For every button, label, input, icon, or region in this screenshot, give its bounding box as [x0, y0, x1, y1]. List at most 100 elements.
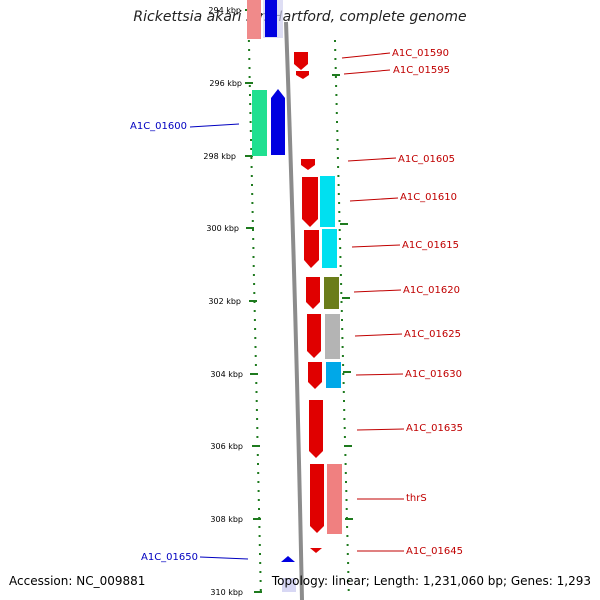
guide-dot — [258, 508, 260, 510]
gene-A1C_01595-arrow[interactable] — [296, 71, 309, 79]
gene-A1C_01610-arrow[interactable] — [302, 177, 318, 227]
guide-dot — [250, 166, 253, 168]
guide-dot — [338, 211, 341, 213]
guide-dot — [251, 211, 254, 213]
gene-label-A1C_01615[interactable]: A1C_01615 — [402, 240, 459, 251]
gene-label-A1C_01605[interactable]: A1C_01605 — [398, 154, 455, 165]
guide-dot — [346, 535, 349, 537]
guide-dot — [334, 40, 336, 42]
guide-dot — [336, 148, 339, 150]
guide-dot — [338, 238, 341, 240]
guide-dot — [259, 589, 262, 591]
guide-dot — [252, 238, 255, 240]
leader-line — [354, 333, 403, 337]
guide-dot — [334, 76, 337, 78]
tick-label: 306 kbp — [210, 442, 243, 451]
gene-label-A1C_01595[interactable]: A1C_01595 — [393, 65, 450, 76]
guide-dot — [339, 247, 342, 249]
gene-thrS-arrow[interactable] — [310, 464, 324, 533]
guide-dot — [249, 121, 252, 123]
guide-dot — [257, 472, 260, 474]
guide-dot — [252, 265, 255, 267]
guide-dot — [257, 463, 259, 465]
guide-dot — [253, 319, 256, 321]
leader-line — [356, 428, 405, 431]
guide-dot — [251, 220, 254, 222]
guide-dot — [255, 391, 258, 393]
guide-dot — [259, 562, 262, 564]
guide-dot — [345, 508, 348, 510]
tick-label: 294 kbp — [208, 6, 241, 15]
guide-dot — [250, 148, 253, 150]
leader-line — [351, 244, 401, 248]
gene-label-A1C_01645[interactable]: A1C_01645 — [406, 546, 463, 557]
guide-dot — [334, 49, 337, 51]
guide-dot — [253, 310, 256, 312]
gene-A1C_01620-arrow[interactable] — [306, 277, 320, 309]
gene-A1C_01625-box[interactable] — [325, 314, 340, 359]
gene-label-A1C_01630[interactable]: A1C_01630 — [405, 369, 462, 380]
gene-A1C_01620-box[interactable] — [324, 277, 339, 309]
tick-label: 300 kbp — [206, 224, 239, 233]
gene-A1C_01635-arrow[interactable] — [309, 400, 323, 458]
leader-line — [349, 197, 399, 202]
guide-dot — [255, 400, 258, 402]
gene-label-A1C_01650[interactable]: A1C_01650 — [141, 552, 198, 563]
backbone-line — [284, 21, 304, 600]
guide-dot — [250, 175, 253, 177]
gene-A1C_01600-arrow[interactable] — [271, 89, 285, 155]
guide-dot — [335, 103, 338, 105]
gene-A1C_01630-box[interactable] — [326, 362, 341, 388]
gene-label-A1C_01610[interactable]: A1C_01610 — [400, 192, 457, 203]
guide-dot — [341, 319, 343, 321]
guide-dot — [346, 544, 349, 546]
gene-A1C_01645-arrow[interactable] — [310, 548, 322, 553]
gene-label-A1C_01620[interactable]: A1C_01620 — [403, 285, 460, 296]
guide-dot — [336, 157, 339, 159]
gene-label-thrS[interactable]: thrS — [406, 493, 427, 504]
guide-dot — [335, 112, 338, 114]
gene-A1C_01605-arrow[interactable] — [301, 159, 315, 170]
gene-A1C_01590-arrow[interactable] — [294, 52, 308, 70]
gene-A1C_01600-box[interactable] — [252, 90, 267, 156]
guide-dot — [250, 157, 253, 159]
gene-A1C_01615-arrow[interactable] — [304, 230, 319, 268]
guide-dot — [252, 274, 255, 276]
guide-dot — [344, 454, 347, 456]
guide-dot — [347, 580, 350, 582]
guide-dot — [336, 121, 338, 123]
guide-dot — [252, 229, 254, 231]
gene-label-A1C_01600[interactable]: A1C_01600 — [130, 121, 187, 132]
gene-thrS-box[interactable] — [327, 464, 342, 534]
guide-dot — [251, 193, 254, 195]
tick-label: 304 kbp — [210, 370, 243, 379]
guide-dot — [255, 409, 258, 411]
gene-A1C_01610-box[interactable] — [320, 176, 335, 227]
gene-A1C_01615-box[interactable] — [322, 229, 337, 268]
guide-dot — [341, 355, 344, 357]
guide-dot — [338, 220, 341, 222]
gene-label-A1C_01635[interactable]: A1C_01635 — [406, 423, 463, 434]
gene-A1C_01625-arrow[interactable] — [307, 314, 321, 358]
guide-dot — [340, 310, 343, 312]
gene-label-A1C_01590[interactable]: A1C_01590 — [392, 48, 449, 59]
guide-dot — [259, 553, 261, 555]
guide-dot — [339, 265, 342, 267]
guide-dot — [342, 391, 345, 393]
gene-A1C_01650-arrow[interactable] — [281, 556, 295, 562]
guide-dot — [338, 229, 341, 231]
gene-label-A1C_01625[interactable]: A1C_01625 — [404, 329, 461, 340]
guide-dot — [247, 40, 250, 42]
guide-dot — [250, 139, 252, 141]
guide-dot — [343, 418, 346, 420]
guide-dot — [337, 166, 340, 168]
tick-label: 298 kbp — [203, 152, 236, 161]
guide-dot — [253, 283, 256, 285]
guide-dot — [257, 490, 260, 492]
guide-dot — [341, 346, 344, 348]
guide-dot — [336, 139, 339, 141]
guide-dot — [343, 427, 346, 429]
guide-dot — [249, 103, 252, 105]
gene-A1C_01630-arrow[interactable] — [308, 362, 322, 389]
tick-label: 302 kbp — [208, 297, 241, 306]
